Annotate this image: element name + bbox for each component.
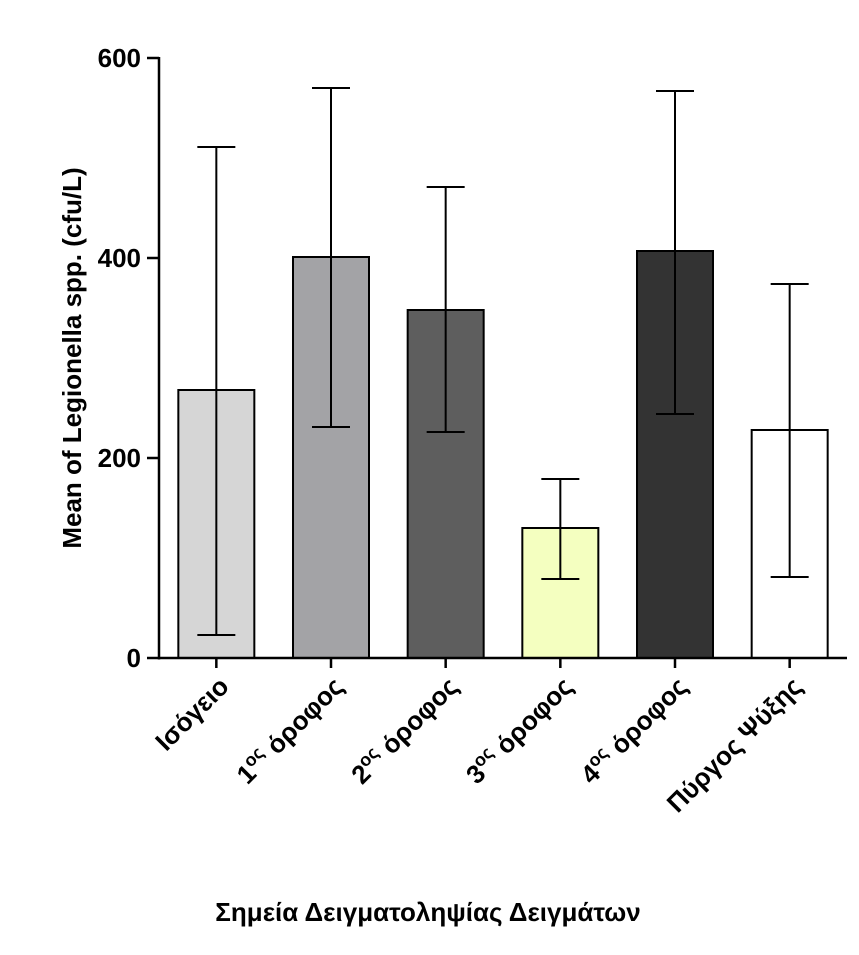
- y-tick-label-200: 200: [98, 443, 141, 473]
- error-bar-3: [426, 186, 465, 433]
- y-axis-title: Mean of Legionella spp. (cfu/L): [57, 167, 87, 548]
- error-bars-layer: [197, 87, 809, 636]
- y-tick-label-600: 600: [98, 43, 141, 73]
- error-bar-1: [197, 146, 236, 636]
- axes-layer: [147, 56, 847, 668]
- x-tick-label-3: 2ος όροφος: [344, 670, 464, 790]
- y-tick-label-400: 400: [98, 243, 141, 273]
- error-bar-4: [541, 478, 580, 580]
- error-bar-6: [770, 283, 809, 578]
- bars-layer: [177, 250, 829, 659]
- y-tick-label-0: 0: [127, 643, 141, 673]
- error-bar-5: [656, 90, 694, 415]
- error-bar-2: [312, 87, 350, 428]
- x-tick-label-1: Ισόγειο: [149, 671, 234, 756]
- x-tick-label-4: 3ος όροφος: [458, 670, 578, 790]
- x-tick-label-2: 1ος όροφος: [229, 670, 349, 790]
- x-tick-label-5: 4ος όροφος: [573, 670, 693, 790]
- bar-4: [521, 527, 600, 659]
- x-axis-title: Σημεία Δειγματοληψίας Δειγμάτων: [215, 897, 640, 927]
